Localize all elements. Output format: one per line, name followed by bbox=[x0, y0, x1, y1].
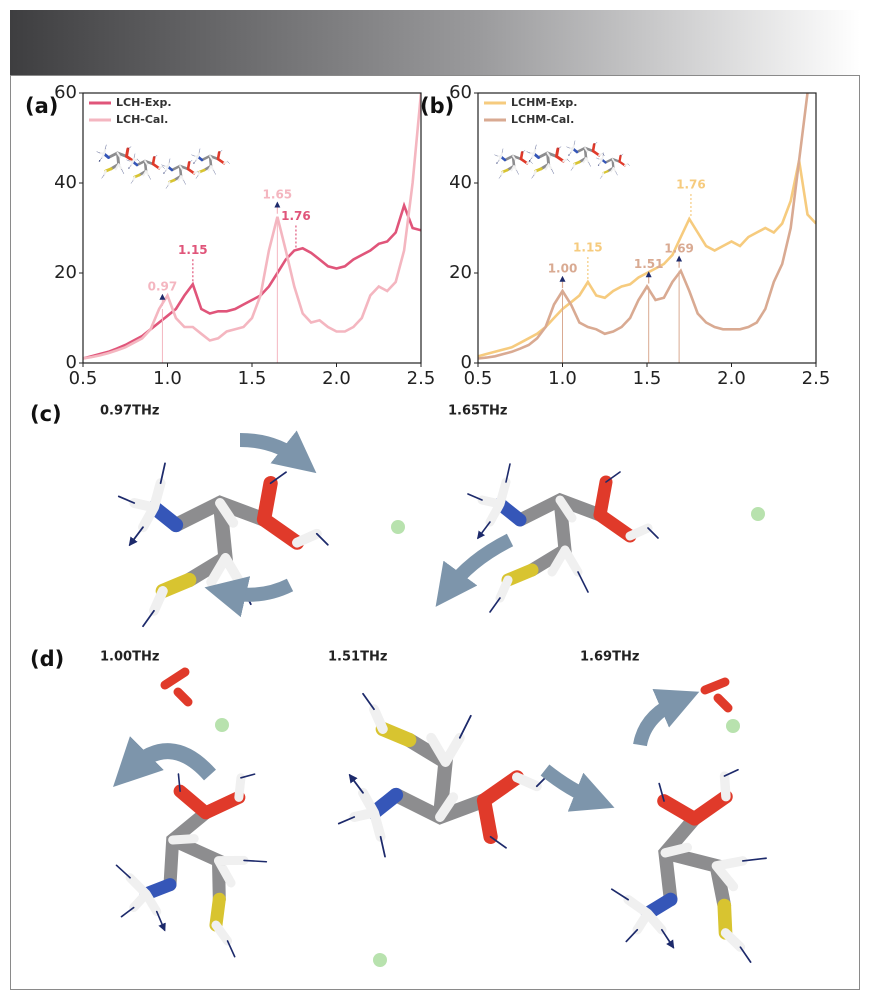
decoration bbox=[192, 149, 230, 179]
mode-label: 1.69THz bbox=[580, 650, 639, 665]
decoration bbox=[373, 953, 387, 967]
decoration bbox=[597, 743, 811, 984]
y-tick-label: 40 bbox=[449, 172, 472, 193]
decoration bbox=[435, 533, 514, 607]
decoration bbox=[700, 677, 733, 713]
legend-label: LCHM-Exp. bbox=[511, 96, 577, 109]
peak-label: 1.51 bbox=[634, 257, 664, 271]
decoration bbox=[495, 149, 533, 179]
x-tick-label: 1.0 bbox=[548, 368, 577, 389]
decoration bbox=[751, 507, 765, 521]
decoration bbox=[468, 464, 658, 612]
mode-molecules bbox=[96, 430, 811, 984]
decoration bbox=[339, 694, 548, 857]
decoration bbox=[527, 145, 570, 178]
panel-label: (b) bbox=[420, 94, 454, 118]
y-tick-label: 0 bbox=[66, 352, 77, 373]
decoration bbox=[113, 736, 216, 787]
mode-label: 1.51THz bbox=[328, 650, 387, 665]
peak-label: 1.15 bbox=[573, 241, 603, 255]
peak-label: 1.76 bbox=[676, 178, 706, 192]
decoration bbox=[204, 576, 294, 618]
decoration bbox=[160, 667, 193, 707]
x-tick-label: 2.5 bbox=[407, 368, 436, 389]
x-tick-label: 0.5 bbox=[464, 368, 493, 389]
peak-label: 1.00 bbox=[548, 262, 578, 276]
y-tick-label: 0 bbox=[461, 352, 472, 373]
peak-label: 1.76 bbox=[281, 209, 311, 223]
decoration bbox=[596, 153, 629, 179]
charts: 0 20 40 60 0.5 1.0 1.5 2.0 2.5 0.97 1.15 1.65 1.76 LC… bbox=[25, 82, 830, 389]
y-tick-label: 20 bbox=[449, 262, 472, 283]
series-line bbox=[83, 201, 421, 360]
series-line bbox=[83, 93, 421, 360]
legend-label: LCHM-Cal. bbox=[511, 113, 574, 126]
panel-label: (c) bbox=[30, 402, 62, 426]
x-tick-label: 0.5 bbox=[69, 368, 98, 389]
panel-label: (d) bbox=[30, 647, 64, 671]
frame bbox=[10, 75, 860, 990]
x-tick-label: 1.5 bbox=[633, 368, 662, 389]
header-bar bbox=[10, 10, 860, 75]
decoration bbox=[540, 764, 615, 812]
decoration bbox=[567, 141, 605, 171]
plot-frame bbox=[477, 92, 817, 364]
x-tick-label: 2.0 bbox=[717, 368, 746, 389]
legend-label: LCH-Cal. bbox=[116, 113, 168, 126]
legend-label: LCH-Exp. bbox=[116, 96, 172, 109]
peak-label: 1.15 bbox=[178, 243, 208, 257]
y-tick-label: 40 bbox=[54, 172, 77, 193]
decoration bbox=[726, 719, 740, 733]
peak-label: 1.69 bbox=[664, 241, 694, 255]
decoration bbox=[215, 718, 229, 732]
decoration bbox=[239, 430, 317, 474]
decoration bbox=[391, 520, 405, 534]
panel-label: (a) bbox=[25, 94, 58, 118]
y-tick-label: 60 bbox=[54, 82, 77, 103]
x-tick-label: 1.5 bbox=[238, 368, 267, 389]
series-line bbox=[478, 93, 809, 360]
x-tick-label: 1.0 bbox=[153, 368, 182, 389]
decoration bbox=[633, 688, 700, 747]
plot-frame bbox=[82, 92, 422, 364]
mode-label: 1.65THz bbox=[448, 404, 507, 419]
peak-label: 1.65 bbox=[263, 187, 293, 201]
x-tick-label: 2.0 bbox=[322, 368, 351, 389]
peak-label: 0.97 bbox=[148, 280, 178, 294]
decoration bbox=[119, 463, 328, 626]
mode-label: 1.00THz bbox=[100, 650, 159, 665]
x-tick-label: 2.5 bbox=[802, 368, 831, 389]
inset-molecules bbox=[97, 141, 630, 189]
y-tick-label: 60 bbox=[449, 82, 472, 103]
decoration bbox=[127, 154, 165, 184]
y-tick-label: 20 bbox=[54, 262, 77, 283]
mode-label: 0.97THz bbox=[100, 404, 159, 419]
